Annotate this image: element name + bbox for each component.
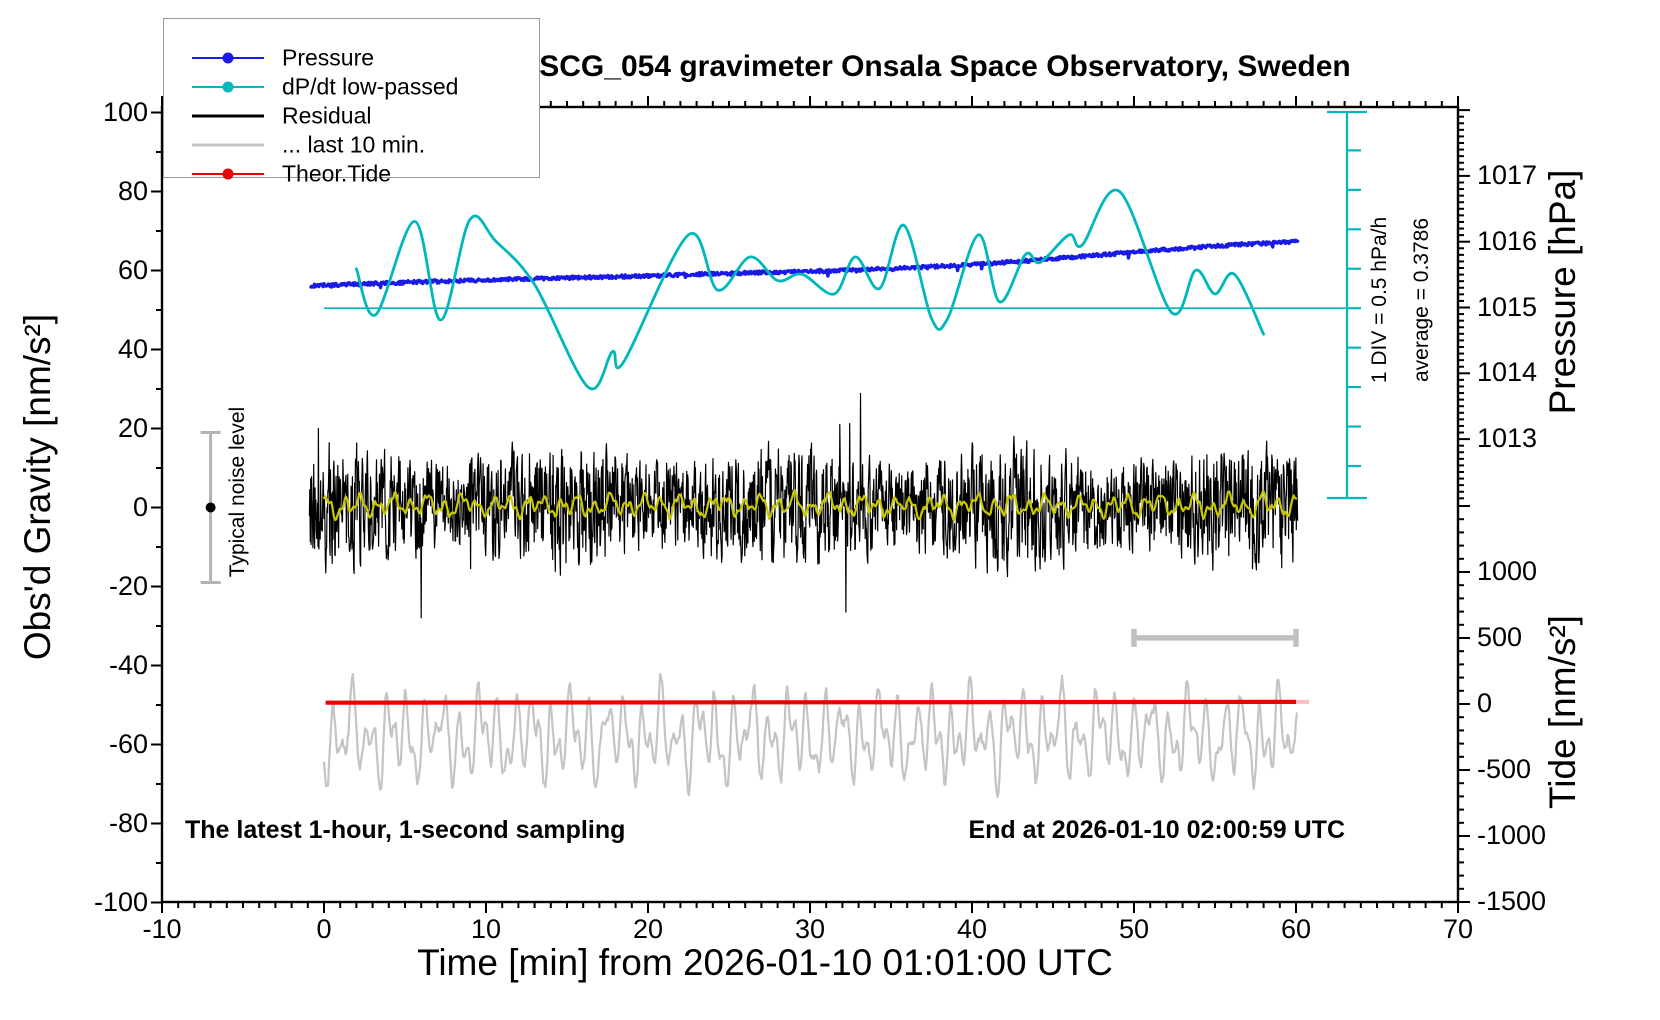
legend-item-pressure: Pressure — [164, 43, 539, 72]
x-tick-label: 70 — [1442, 914, 1474, 944]
tide-tick-label: 500 — [1477, 622, 1523, 652]
x-tick-label: 50 — [1118, 914, 1150, 944]
legend-item-last10: ... last 10 min. — [164, 130, 539, 159]
end-time-note: End at 2026-01-10 02:00:59 UTC — [968, 816, 1345, 844]
pressure-tick-label: 1016 — [1477, 225, 1538, 256]
legend-box: Pressure dP/dt low-passed Residual ... l… — [163, 18, 540, 186]
tide-tick-label: -500 — [1477, 754, 1532, 784]
legend-label: ... last 10 min. — [282, 131, 426, 157]
legend-item-dpdt: dP/dt low-passed — [164, 72, 539, 101]
x-tick-label: 30 — [794, 914, 826, 944]
sampling-note: The latest 1-hour, 1-second sampling — [185, 816, 626, 844]
legend-item-residual: Residual — [164, 101, 539, 130]
y-left-tick-label: 40 — [117, 333, 148, 364]
y-left-tick-label: 80 — [117, 175, 148, 206]
pressure-tick-label: 1014 — [1477, 357, 1538, 388]
legend-label: Pressure — [282, 44, 375, 70]
x-tick-label: 20 — [632, 914, 664, 944]
tide-tick-label: -1500 — [1477, 886, 1547, 916]
y-left-tick-label: -60 — [108, 728, 148, 759]
x-axis-title: Time [min] from 2026-01-10 01:01:00 UTC — [417, 942, 1113, 983]
legend-label: Theor.Tide — [282, 160, 392, 186]
y-left-tick-label: 60 — [117, 254, 148, 285]
y-left-tick-label: 100 — [102, 96, 148, 127]
page-title: SCG_054 gravimeter Onsala Space Observat… — [539, 50, 1351, 83]
y-left-tick-label: -80 — [108, 807, 148, 838]
x-tick-label: 0 — [316, 914, 332, 944]
y-left-tick-label: -20 — [108, 570, 148, 601]
pressure-tick-label: 1017 — [1477, 159, 1538, 190]
tide-tick-label: -1000 — [1477, 820, 1547, 850]
pressure-tick-label: 1013 — [1477, 423, 1538, 454]
tide-tick-label: 1000 — [1477, 556, 1538, 586]
x-tick-label: -10 — [142, 914, 182, 944]
legend-label: dP/dt low-passed — [282, 73, 459, 99]
y-left-tick-label: -100 — [93, 886, 148, 917]
pressure-tick-label: 1015 — [1477, 291, 1538, 322]
x-tick-label: 10 — [470, 914, 502, 944]
y-left-tick-label: 20 — [117, 412, 148, 443]
x-tick-label: 40 — [956, 914, 988, 944]
y-left-tick-label: 0 — [132, 491, 148, 522]
tide-tick-label: 0 — [1477, 688, 1493, 718]
legend-item-theortide: Theor.Tide — [164, 159, 539, 188]
x-tick-label: 60 — [1280, 914, 1312, 944]
legend-label: Residual — [282, 102, 372, 128]
y-left-tick-label: -40 — [108, 649, 148, 680]
